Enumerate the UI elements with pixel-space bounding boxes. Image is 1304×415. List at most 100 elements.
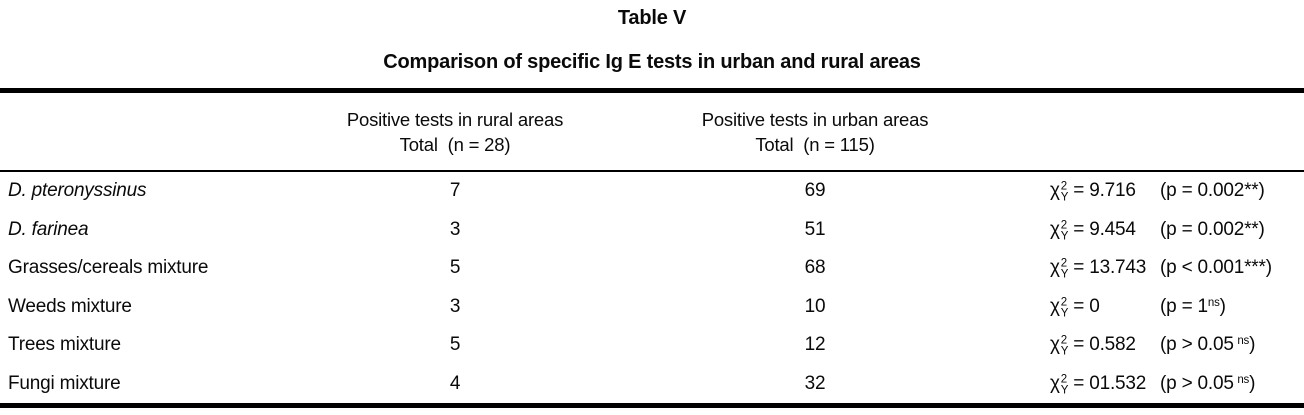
urban-value: 51: [804, 218, 826, 240]
p-close: ): [1249, 334, 1256, 356]
urban-value: 32: [804, 372, 826, 394]
chi-sub: Y: [1060, 384, 1069, 397]
row-label: Weeds mixture: [8, 295, 132, 317]
chi-sub: Y: [1060, 268, 1069, 281]
p-main: (p < 0.001***: [1160, 257, 1266, 279]
urban-value: 69: [804, 180, 826, 202]
rural-value: 5: [449, 257, 461, 279]
chi-letter: χ: [1050, 180, 1060, 202]
row-label: Grasses/cereals mixture: [8, 257, 209, 279]
chi-letter: χ: [1050, 295, 1060, 317]
row-label: D. farinea: [8, 218, 89, 240]
p-main: (p = 1: [1160, 295, 1208, 317]
row-label: Fungi mixture: [8, 372, 121, 394]
rural-value: 3: [449, 218, 461, 240]
chi-square-value: χ 2 Y = 0: [1050, 295, 1160, 320]
chi-equals-value: = 13.743: [1073, 257, 1147, 279]
p-value: (p = 0.002**): [1160, 180, 1265, 202]
table-number-title: Table V: [617, 7, 687, 29]
header-urban: Positive tests in urban areas Total (n =…: [580, 107, 1050, 157]
chi-letter: χ: [1050, 334, 1060, 356]
chi-equals-value: = 9.454: [1073, 218, 1136, 240]
chi-letter: χ: [1050, 218, 1060, 240]
p-close: ): [1265, 257, 1272, 279]
p-value: (p < 0.001***): [1160, 257, 1272, 279]
chi-letter: χ: [1050, 372, 1060, 394]
chi-equals-value: = 9.716: [1073, 180, 1136, 202]
urban-value: 10: [804, 295, 826, 317]
p-superscript: ns: [1207, 296, 1220, 309]
table-row: Weeds mixture 3 10 χ 2 Y = 0 (p = 1ns): [0, 288, 1304, 327]
rural-value: 7: [449, 180, 461, 202]
chi-sub: Y: [1060, 307, 1069, 320]
chi-square-value: χ 2 Y = 13.743: [1050, 257, 1160, 281]
chi-square-stat: χ 2 Y = 0.582 (p > 0.05 ns): [1050, 334, 1304, 358]
p-main: (p = 0.002**: [1160, 180, 1259, 202]
p-close: ): [1258, 180, 1265, 202]
table-caption: Comparison of specific Ig E tests in urb…: [383, 51, 921, 73]
chi-square-value: χ 2 Y = 01.532: [1050, 372, 1160, 397]
row-label: Trees mixture: [8, 334, 121, 356]
table-row: Fungi mixture 4 32 χ 2 Y = 01.532 (p > 0.05…: [0, 365, 1304, 404]
urban-value: 68: [804, 257, 826, 279]
table-row: D. pteronyssinus 7 69 χ 2 Y = 9.716 (p = 0.…: [0, 172, 1304, 211]
table-row: D. farinea 3 51 χ 2 Y = 9.454 (p = 0.002**): [0, 211, 1304, 250]
chi-sup: 2: [1060, 296, 1067, 309]
table-header-row: Positive tests in rural areas Total (n =…: [0, 93, 1304, 170]
p-value: (p > 0.05 ns): [1160, 373, 1255, 395]
chi-sub: Y: [1060, 230, 1069, 243]
chi-equals-value: = 01.532: [1073, 372, 1147, 394]
p-superscript: ns: [1237, 335, 1250, 348]
table-header-rule: [0, 170, 1304, 172]
header-rural-line2: Total (n = 28): [399, 133, 511, 155]
table-row: Grasses/cereals mixture 5 68 χ 2 Y = 13.743…: [0, 249, 1304, 288]
chi-sup: 2: [1060, 257, 1067, 270]
p-main: (p > 0.05: [1160, 334, 1238, 356]
chi-square-stat: χ 2 Y = 9.454 (p = 0.002**): [1050, 218, 1304, 243]
header-rural: Positive tests in rural areas Total (n =…: [330, 107, 580, 157]
chi-equals-value: = 0.582: [1073, 334, 1136, 356]
chi-sup: 2: [1060, 219, 1067, 232]
chi-sup: 2: [1060, 180, 1067, 193]
chi-sup: 2: [1060, 373, 1067, 386]
table-bottom-rule: [0, 403, 1304, 408]
p-value: (p > 0.05 ns): [1160, 334, 1255, 356]
p-close: ): [1258, 218, 1265, 240]
p-value: (p = 1ns): [1160, 296, 1226, 318]
p-close: ): [1249, 372, 1256, 394]
p-value: (p = 0.002**): [1160, 219, 1265, 241]
chi-square-value: χ 2 Y = 9.454: [1050, 218, 1160, 243]
table-row: Trees mixture 5 12 χ 2 Y = 0.582 (p > 0.05 …: [0, 326, 1304, 365]
chi-square-stat: χ 2 Y = 13.743 (p < 0.001***): [1050, 257, 1304, 281]
chi-square-stat: χ 2 Y = 01.532 (p > 0.05 ns): [1050, 372, 1304, 397]
chi-sub: Y: [1060, 345, 1069, 358]
row-label: D. pteronyssinus: [8, 180, 147, 202]
urban-value: 12: [804, 334, 826, 356]
chi-square-value: χ 2 Y = 0.582: [1050, 334, 1160, 358]
chi-square-value: χ 2 Y = 9.716: [1050, 180, 1160, 203]
header-urban-line2: Total (n = 115): [755, 133, 875, 155]
table-top-rule: [0, 88, 1304, 93]
chi-equals-value: = 0: [1073, 295, 1100, 317]
p-main: (p > 0.05: [1160, 372, 1238, 394]
header-rural-line1: Positive tests in rural areas: [346, 108, 564, 130]
chi-square-stat: χ 2 Y = 9.716 (p = 0.002**): [1050, 180, 1304, 203]
p-superscript: ns: [1237, 373, 1250, 386]
rural-value: 3: [449, 295, 461, 317]
p-main: (p = 0.002**: [1160, 218, 1259, 240]
chi-square-stat: χ 2 Y = 0 (p = 1ns): [1050, 295, 1304, 320]
chi-letter: χ: [1050, 257, 1060, 279]
header-urban-line1: Positive tests in urban areas: [701, 108, 929, 130]
